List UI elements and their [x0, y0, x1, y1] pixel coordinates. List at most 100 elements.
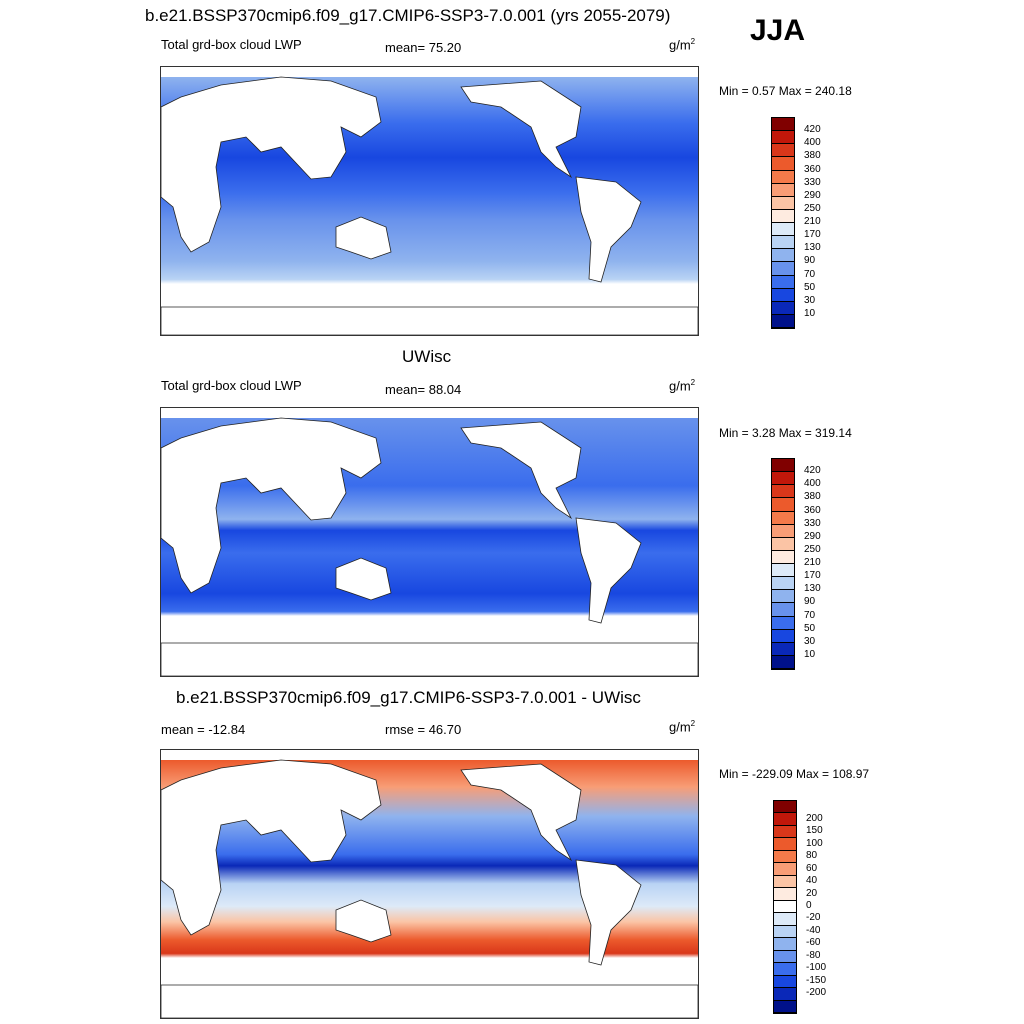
- colorbar-swatch: [772, 472, 794, 486]
- colorbar-swatch: [772, 170, 794, 184]
- panel1-mean-label: mean= 75.20: [385, 40, 462, 55]
- colorbar-swatch: [774, 850, 796, 864]
- colorbar-tick-label: 420: [804, 124, 821, 136]
- colorbar-tick-label: 380: [804, 150, 821, 162]
- colorbar-tick-label: 250: [804, 543, 821, 555]
- colorbar-swatch: [774, 875, 796, 889]
- panel1-variable-label: Total grd-box cloud LWP: [161, 37, 302, 52]
- colorbar-swatch: [772, 301, 794, 315]
- eurasia-africa: [161, 417, 382, 594]
- panel1-map: [160, 66, 699, 336]
- colorbar-tick-label: 10: [804, 307, 816, 319]
- colorbar-swatch: [772, 629, 794, 643]
- colorbar-tick-label: -40: [806, 924, 821, 936]
- colorbar-swatch: [772, 511, 794, 525]
- colorbar-tick-label: 290: [804, 530, 821, 542]
- colorbar-swatch: [772, 564, 794, 578]
- colorbar-tick-label: 400: [804, 137, 821, 149]
- colorbar-swatch: [772, 590, 794, 604]
- colorbar-swatch: [772, 236, 794, 250]
- colorbar-tick-label: 130: [804, 583, 821, 595]
- colorbar-tick-label: 210: [804, 557, 821, 568]
- colorbar-swatch: [772, 144, 794, 158]
- colorbar-tick-label: 360: [804, 504, 821, 516]
- colorbar-swatch: [774, 825, 796, 839]
- colorbar-tick-label: 50: [804, 281, 816, 293]
- colorbar-tick-label: 90: [804, 255, 816, 267]
- land-mask: [161, 76, 698, 335]
- colorbar-tick-label: 40: [806, 875, 818, 887]
- panel2-units: g/m2: [669, 378, 696, 394]
- colorbar-tick-label: 290: [804, 189, 821, 201]
- colorbar-swatch: [774, 988, 796, 1001]
- colorbar-swatch: [772, 262, 794, 276]
- colorbar-swatch: [774, 813, 796, 826]
- colorbar-swatch: [772, 642, 794, 656]
- panel2-map: [160, 407, 699, 677]
- colorbar-swatch: [772, 196, 794, 210]
- colorbar-tick-label: 70: [804, 268, 816, 280]
- colorbar-tick-label: 30: [804, 635, 816, 647]
- panel3-title: b.e21.BSSP370cmip6.f09_g17.CMIP6-SSP3-7.…: [176, 688, 641, 707]
- eurasia-africa: [161, 76, 382, 253]
- colorbar-swatch: [774, 888, 796, 901]
- north-america: [460, 763, 582, 862]
- colorbar-tick-label: 380: [804, 491, 821, 503]
- colorbar-swatch: [772, 157, 794, 171]
- colorbar-swatch: [772, 616, 794, 630]
- panel2-mean-label: mean= 88.04: [385, 382, 462, 397]
- colorbar-tick-label: -20: [806, 912, 821, 924]
- north-america: [460, 421, 582, 520]
- colorbar-tick-label: 60: [806, 862, 818, 874]
- colorbar-swatch: [774, 801, 796, 814]
- colorbar-swatch: [774, 900, 796, 914]
- colorbar-tick-label: 90: [804, 596, 816, 608]
- colorbar-tick-label: 210: [804, 216, 821, 227]
- colorbar-swatch: [774, 863, 796, 876]
- colorbar-swatch: [774, 938, 796, 951]
- colorbar-swatch: [774, 975, 796, 989]
- panel3-minmax: Min = -229.09 Max = 108.97: [719, 767, 870, 781]
- colorbar-swatch: [774, 950, 796, 964]
- panel3-units: g/m2: [669, 719, 696, 735]
- colorbar-tick-label: 330: [804, 517, 821, 529]
- colorbar-tick-label: 50: [804, 622, 816, 634]
- antarctica: [161, 984, 698, 1018]
- colorbar-swatch: [774, 1000, 796, 1013]
- colorbar-swatch: [774, 913, 796, 926]
- australia: [335, 216, 392, 260]
- colorbar-swatch: [774, 963, 796, 976]
- colorbar-swatch: [774, 838, 796, 851]
- colorbar-tick-label: 360: [804, 163, 821, 175]
- panel3-mean-label: mean = -12.84: [161, 722, 246, 737]
- colorbar-tick-label: -200: [806, 987, 827, 999]
- colorbar-swatch: [772, 131, 794, 145]
- colorbar-swatch: [772, 275, 794, 289]
- colorbar-swatch: [772, 550, 794, 564]
- colorbar-swatch: [772, 459, 794, 473]
- colorbar-swatch: [772, 223, 794, 237]
- colorbar-tick-label: -150: [806, 974, 827, 986]
- land-mask: [161, 759, 698, 1018]
- panel2-minmax: Min = 3.28 Max = 319.14: [719, 426, 852, 440]
- panel2-title: UWisc: [402, 347, 452, 366]
- colorbar-swatch: [772, 498, 794, 512]
- colorbar-tick-label: 80: [806, 850, 818, 862]
- colorbar-tick-label: 30: [804, 294, 816, 306]
- colorbar-swatch: [772, 183, 794, 197]
- colorbar-tick-label: 100: [806, 837, 823, 849]
- south-america: [575, 517, 642, 624]
- south-america: [575, 176, 642, 283]
- colorbar-swatch: [772, 249, 794, 263]
- colorbar-tick-label: -60: [806, 937, 821, 949]
- australia: [335, 557, 392, 601]
- colorbar-swatch: [772, 603, 794, 617]
- antarctica: [161, 306, 698, 335]
- panel1-minmax: Min = 0.57 Max = 240.18: [719, 84, 852, 98]
- colorbar-swatch: [772, 577, 794, 591]
- colorbar-tick-label: 20: [806, 887, 818, 899]
- colorbar-tick-label: 130: [804, 242, 821, 254]
- eurasia-africa: [161, 759, 382, 936]
- colorbar-tick-label: 150: [806, 825, 823, 837]
- land-mask: [161, 417, 698, 676]
